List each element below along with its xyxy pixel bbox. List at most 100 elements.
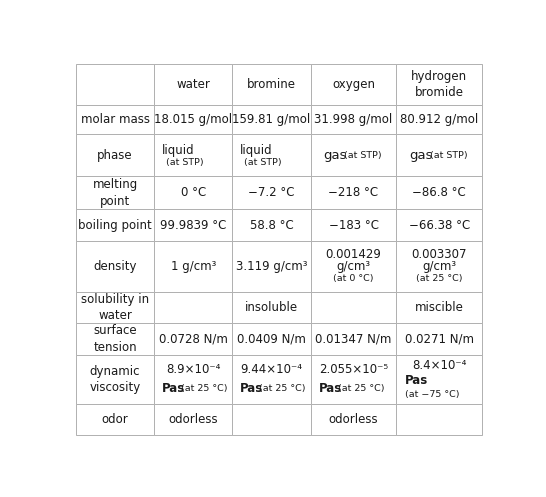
Text: (at 25 °C): (at 25 °C) xyxy=(416,274,462,283)
Bar xyxy=(396,134,482,176)
Bar xyxy=(233,355,311,404)
Text: insoluble: insoluble xyxy=(245,301,298,314)
Text: (at STP): (at STP) xyxy=(245,159,282,167)
Bar xyxy=(154,292,233,323)
Text: 8.9×10⁻⁴: 8.9×10⁻⁴ xyxy=(166,363,221,376)
Text: −86.8 °C: −86.8 °C xyxy=(412,186,466,199)
Text: molar mass: molar mass xyxy=(80,113,150,126)
Text: oxygen: oxygen xyxy=(332,78,375,91)
Text: liquid: liquid xyxy=(240,144,273,157)
Text: 159.81 g/mol: 159.81 g/mol xyxy=(233,113,311,126)
Text: dynamic
viscosity: dynamic viscosity xyxy=(90,365,141,394)
Bar xyxy=(311,404,396,435)
Bar xyxy=(311,241,396,292)
Text: 0.0409 N/m: 0.0409 N/m xyxy=(237,332,306,345)
Bar xyxy=(233,134,311,176)
Bar xyxy=(311,323,396,355)
Bar xyxy=(396,105,482,134)
Bar xyxy=(233,209,311,241)
Bar xyxy=(154,404,233,435)
Text: −66.38 °C: −66.38 °C xyxy=(408,219,470,232)
Text: 0.01347 N/m: 0.01347 N/m xyxy=(316,332,391,345)
Text: odor: odor xyxy=(102,413,128,426)
Text: Pas: Pas xyxy=(162,382,185,395)
Text: liquid: liquid xyxy=(162,144,194,157)
Bar xyxy=(233,292,311,323)
Text: −7.2 °C: −7.2 °C xyxy=(248,186,295,199)
Bar xyxy=(396,404,482,435)
Text: gas: gas xyxy=(324,149,347,162)
Text: density: density xyxy=(93,260,136,273)
Text: −183 °C: −183 °C xyxy=(329,219,378,232)
Text: 3.119 g/cm³: 3.119 g/cm³ xyxy=(236,260,307,273)
Bar xyxy=(154,209,233,241)
Bar xyxy=(396,241,482,292)
Text: 0 °C: 0 °C xyxy=(181,186,206,199)
Bar xyxy=(233,404,311,435)
Text: (at 25 °C): (at 25 °C) xyxy=(339,384,385,393)
Text: 58.8 °C: 58.8 °C xyxy=(250,219,293,232)
Text: (at STP): (at STP) xyxy=(430,151,467,160)
Bar xyxy=(154,355,233,404)
Bar xyxy=(311,134,396,176)
Bar xyxy=(76,292,154,323)
Bar xyxy=(154,241,233,292)
Bar xyxy=(76,355,154,404)
Text: (at STP): (at STP) xyxy=(344,151,382,160)
Bar xyxy=(233,176,311,209)
Text: (at −75 °C): (at −75 °C) xyxy=(405,390,460,399)
Bar xyxy=(154,323,233,355)
Bar xyxy=(233,323,311,355)
Bar xyxy=(396,64,482,105)
Bar xyxy=(233,241,311,292)
Text: 1 g/cm³: 1 g/cm³ xyxy=(170,260,216,273)
Text: melting
point: melting point xyxy=(92,178,138,208)
Text: miscible: miscible xyxy=(415,301,464,314)
Bar xyxy=(154,134,233,176)
Bar xyxy=(76,105,154,134)
Text: (at STP): (at STP) xyxy=(166,159,204,167)
Bar xyxy=(76,134,154,176)
Bar xyxy=(76,323,154,355)
Bar xyxy=(76,176,154,209)
Text: Pas: Pas xyxy=(240,382,264,395)
Text: Pas: Pas xyxy=(405,374,428,387)
Text: surface
tension: surface tension xyxy=(93,324,137,354)
Bar xyxy=(311,105,396,134)
Text: g/cm³: g/cm³ xyxy=(422,260,456,273)
Text: gas: gas xyxy=(410,149,433,162)
Text: 80.912 g/mol: 80.912 g/mol xyxy=(400,113,478,126)
Bar xyxy=(311,176,396,209)
Text: (at 25 °C): (at 25 °C) xyxy=(259,384,306,393)
Bar xyxy=(311,292,396,323)
Text: bromine: bromine xyxy=(247,78,296,91)
Bar xyxy=(76,209,154,241)
Text: 31.998 g/mol: 31.998 g/mol xyxy=(314,113,393,126)
Text: 0.0271 N/m: 0.0271 N/m xyxy=(405,332,474,345)
Text: 99.9839 °C: 99.9839 °C xyxy=(160,219,227,232)
Text: (at 0 °C): (at 0 °C) xyxy=(333,274,374,283)
Text: odorless: odorless xyxy=(329,413,378,426)
Text: boiling point: boiling point xyxy=(78,219,152,232)
Bar xyxy=(76,404,154,435)
Bar xyxy=(396,292,482,323)
Text: 0.001429: 0.001429 xyxy=(325,248,382,261)
Text: 8.4×10⁻⁴: 8.4×10⁻⁴ xyxy=(412,359,466,372)
Bar xyxy=(233,64,311,105)
Text: hydrogen
bromide: hydrogen bromide xyxy=(411,70,467,99)
Bar xyxy=(154,105,233,134)
Text: 18.015 g/mol: 18.015 g/mol xyxy=(154,113,233,126)
Bar xyxy=(311,64,396,105)
Bar xyxy=(396,323,482,355)
Bar xyxy=(396,355,482,404)
Text: solubility in
water: solubility in water xyxy=(81,293,149,322)
Bar xyxy=(396,209,482,241)
Bar xyxy=(76,241,154,292)
Text: water: water xyxy=(176,78,210,91)
Text: g/cm³: g/cm³ xyxy=(336,260,371,273)
Bar xyxy=(311,355,396,404)
Text: 9.44×10⁻⁴: 9.44×10⁻⁴ xyxy=(241,363,302,376)
Text: −218 °C: −218 °C xyxy=(329,186,378,199)
Bar xyxy=(311,209,396,241)
Text: 0.0728 N/m: 0.0728 N/m xyxy=(159,332,228,345)
